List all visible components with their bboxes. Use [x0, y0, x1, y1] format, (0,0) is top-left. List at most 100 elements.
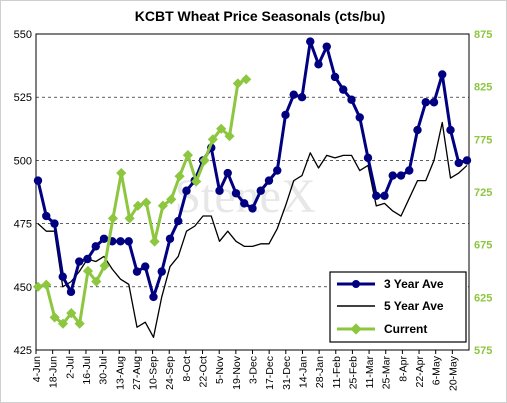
x-tick-label-20: 11-Mar: [364, 356, 376, 389]
point-3-year-ave-35: [322, 42, 331, 51]
point-3-year-ave-40: [363, 153, 373, 163]
point-current-9: [107, 213, 119, 224]
x-axis: 4-Jun 18-Jun 2-Jul 16-Jul 30-Jul 13-Aug 27-Aug…: [31, 350, 459, 391]
point-3-year-ave-14: [149, 292, 158, 302]
point-current-5: [74, 318, 85, 329]
right-tick-2: 675: [474, 240, 492, 252]
point-3-year-ave-12: [132, 267, 142, 276]
point-3-year-ave-26: [248, 204, 257, 213]
x-tick-label-11: 5-Nov: [214, 355, 226, 384]
series-3-year-ave: [33, 37, 472, 302]
x-tick-label-4: 30-Jul: [98, 356, 110, 385]
series-layer: [32, 37, 472, 339]
point-current-15: [157, 200, 168, 211]
point-3-year-ave-46: [413, 125, 422, 135]
point-3-year-ave-0: [33, 176, 43, 185]
point-3-year-ave-41: [372, 191, 381, 200]
x-tick-label-3: 16-Jul: [81, 356, 93, 385]
x-tick-label-23: 22-Apr: [414, 355, 426, 387]
point-3-year-ave-25: [240, 199, 249, 208]
point-3-year-ave-2: [50, 219, 59, 228]
right-tick-0: 575: [474, 345, 492, 357]
left-axis: 425 450 475 500 525 550: [14, 29, 32, 357]
point-3-year-ave-43: [388, 171, 397, 180]
point-3-year-ave-52: [462, 156, 472, 165]
left-tick-0: 425: [14, 345, 32, 357]
x-tick-label-8: 24-Sep: [164, 356, 176, 390]
x-tick-label-1: 18-Jun: [48, 356, 60, 388]
x-tick-label-0: 4-Jun: [31, 356, 43, 382]
x-tick-label-21: 25-Mar: [381, 356, 393, 390]
left-tick-4: 525: [14, 92, 32, 104]
point-3-year-ave-8: [99, 234, 109, 243]
point-3-year-ave-51: [454, 158, 463, 168]
point-3-year-ave-42: [380, 191, 389, 200]
point-3-year-ave-4: [66, 287, 76, 297]
point-3-year-ave-24: [231, 189, 241, 198]
point-3-year-ave-31: [289, 90, 298, 99]
right-tick-1: 625: [474, 292, 492, 304]
point-current-8: [99, 260, 110, 271]
x-tick-label-22: 8-Apr: [397, 356, 409, 382]
x-tick-label-6: 27-Aug: [131, 356, 143, 390]
point-3-year-ave-23: [223, 168, 232, 178]
left-tick-5: 550: [14, 29, 32, 41]
point-current-16: [166, 194, 177, 205]
point-3-year-ave-50: [446, 125, 455, 135]
point-3-year-ave-28: [264, 176, 274, 185]
x-tick-label-10: 22-Oct: [198, 356, 210, 388]
x-tick-label-25: 20-May: [447, 355, 459, 391]
legend-marker-current: [350, 323, 362, 335]
point-current-18: [182, 150, 193, 161]
left-tick-3: 500: [14, 155, 32, 167]
x-tick-label-13: 3-Dec: [248, 356, 260, 384]
legend-label-3yr: 3 Year Ave: [384, 277, 444, 291]
x-tick-label-7: 10-Sep: [148, 356, 160, 390]
right-tick-5: 825: [474, 82, 492, 94]
point-3-year-ave-36: [330, 72, 340, 82]
point-3-year-ave-17: [174, 216, 183, 226]
series-line-5-year-ave: [37, 121, 468, 339]
x-tick-label-14: 17-Dec: [264, 356, 276, 390]
point-3-year-ave-13: [141, 262, 150, 271]
right-axis: 575 625 675 725 775 825 875: [474, 29, 492, 357]
right-tick-6: 875: [474, 29, 492, 41]
point-3-year-ave-37: [339, 85, 348, 94]
x-tick-label-18: 11-Feb: [331, 356, 343, 389]
point-3-year-ave-32: [297, 93, 307, 102]
point-3-year-ave-6: [83, 254, 92, 264]
point-3-year-ave-44: [396, 171, 406, 180]
point-3-year-ave-22: [215, 186, 224, 195]
x-tick-label-16: 14-Jan: [297, 356, 309, 388]
point-3-year-ave-49: [438, 70, 447, 79]
point-current-25: [241, 74, 252, 85]
point-3-year-ave-10: [116, 237, 125, 246]
x-tick-label-9: 8-Oct: [181, 356, 193, 382]
point-3-year-ave-5: [75, 257, 84, 266]
series-5-year-ave: [37, 121, 468, 339]
x-tick-label-2: 2-Jul: [64, 356, 76, 379]
point-current-3: [57, 318, 69, 329]
point-3-year-ave-39: [355, 113, 364, 122]
point-3-year-ave-15: [157, 267, 166, 276]
legend-marker-3yr: [352, 280, 360, 288]
point-3-year-ave-7: [91, 242, 100, 251]
x-tick-label-15: 31-Dec: [281, 356, 293, 390]
point-3-year-ave-1: [42, 211, 51, 221]
point-3-year-ave-47: [421, 98, 430, 107]
point-current-0: [32, 281, 44, 292]
point-3-year-ave-33: [306, 37, 315, 46]
legend-label-5yr: 5 Year Ave: [384, 299, 444, 313]
x-tick-label-12: 19-Nov: [231, 355, 243, 390]
x-tick-label-19: 25-Feb: [347, 356, 359, 389]
left-tick-1: 450: [14, 282, 32, 294]
point-3-year-ave-3: [58, 272, 67, 281]
point-3-year-ave-16: [165, 234, 175, 243]
point-3-year-ave-48: [429, 98, 439, 107]
point-current-24: [232, 78, 243, 89]
point-3-year-ave-30: [281, 110, 290, 120]
point-current-19: [191, 176, 202, 187]
point-current-13: [141, 197, 152, 208]
point-3-year-ave-29: [273, 166, 282, 175]
